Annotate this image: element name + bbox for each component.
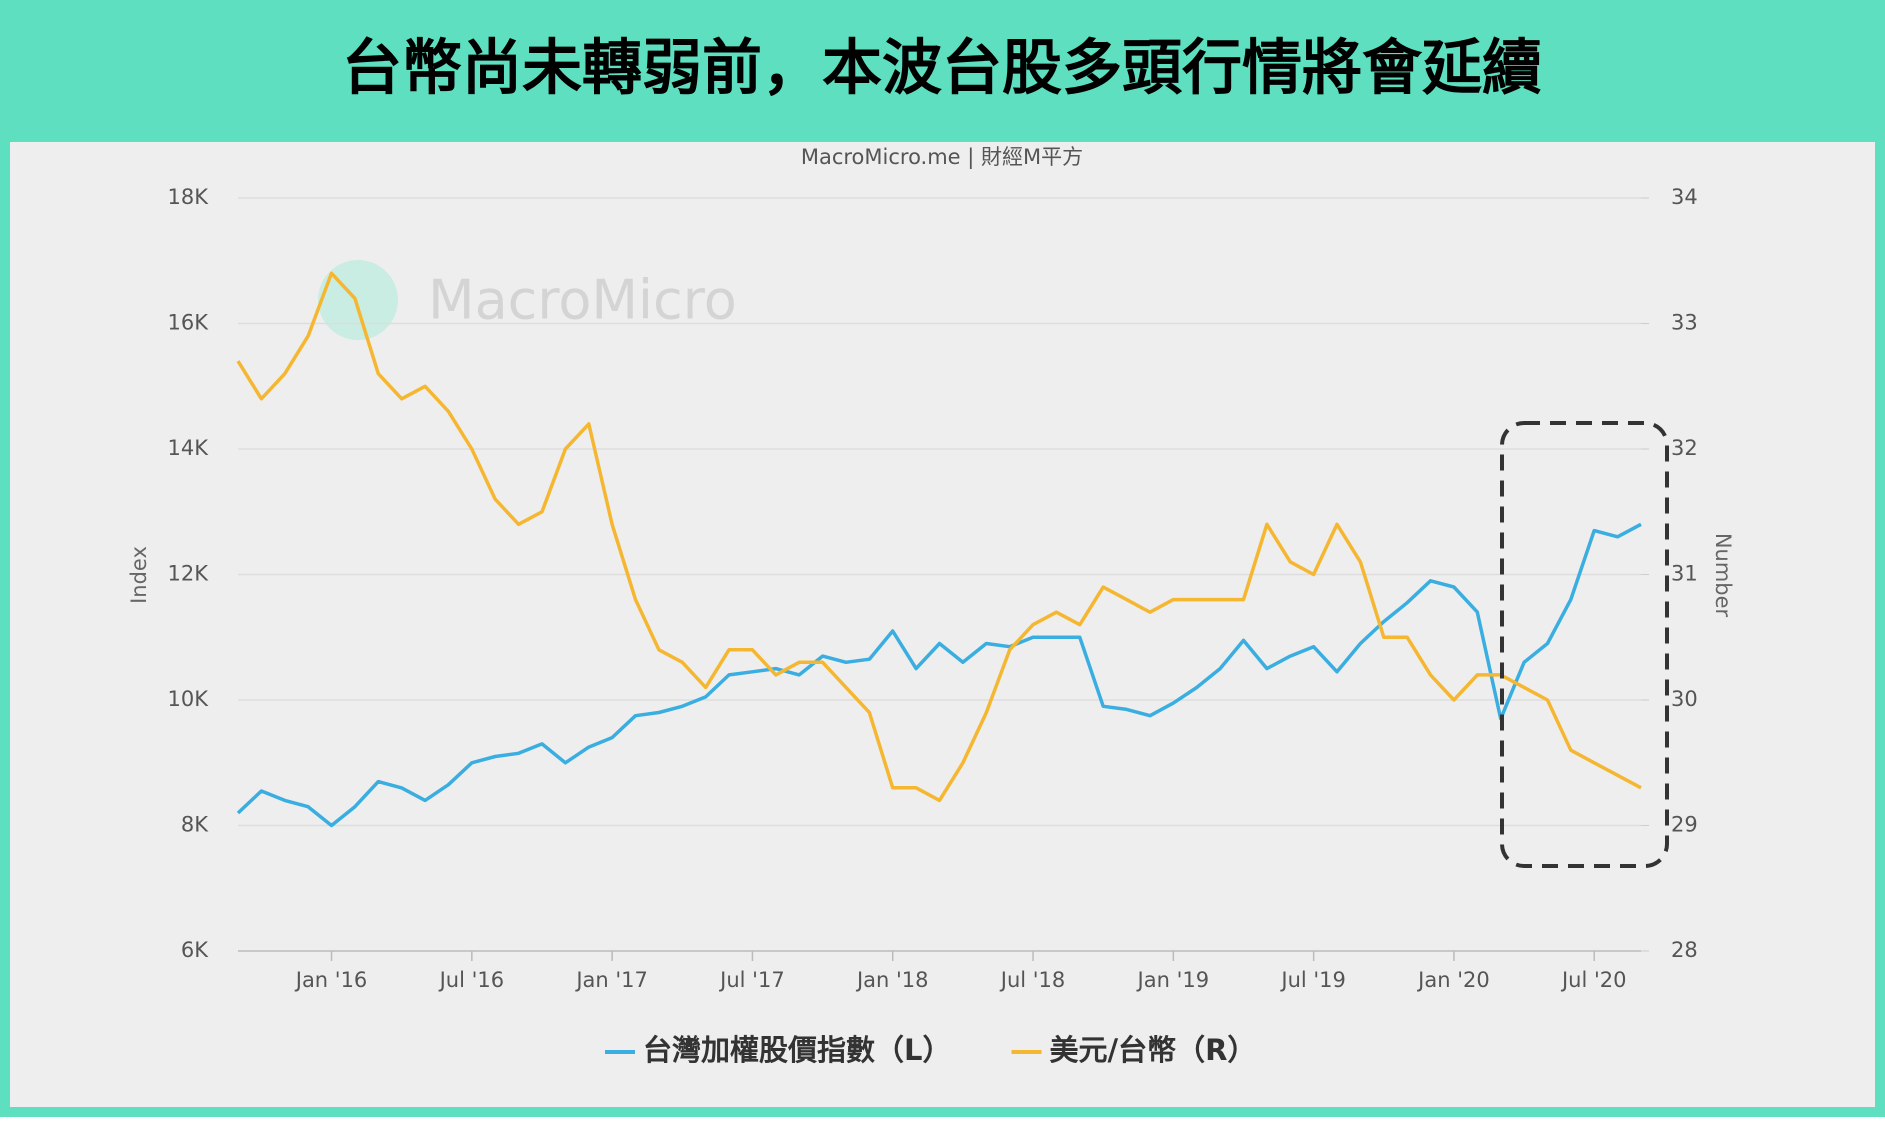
x-tick-label: Jul '16	[438, 968, 505, 992]
y-tick-label: 8K	[181, 813, 209, 837]
x-tick-label: Jan '17	[574, 968, 648, 992]
y-tick-label: 10K	[168, 687, 210, 711]
y-tick-label: 14K	[168, 436, 210, 460]
legend-label: 台灣加權股價指數（L）	[643, 1033, 951, 1067]
data-line	[236, 271, 1642, 803]
x-tick-label: Jul '19	[1279, 968, 1346, 992]
data-line	[236, 522, 1642, 828]
highlight-box	[1500, 421, 1669, 868]
x-tick-label: Jan '16	[294, 968, 368, 992]
chart-subtitle: MacroMicro.me | 財經M平方	[801, 145, 1083, 170]
y2-tick-label: 29	[1671, 813, 1698, 837]
y-axis-title: Index	[127, 546, 151, 604]
plot-background	[10, 142, 1875, 1107]
watermark: MacroMicro	[428, 269, 737, 332]
x-tick-label: Jul '20	[1560, 968, 1627, 992]
y-tick-label: 16K	[168, 311, 210, 335]
y2-tick-label: 28	[1671, 938, 1698, 962]
watermark-logo	[318, 260, 398, 340]
plot: 6K 8K 10K 12K 14K 16K 18K 28 29 30 31 32 33 34 Jan '16…	[168, 185, 1698, 1067]
legend-label: 美元/台幣（R）	[1049, 1033, 1256, 1067]
y2-tick-label: 31	[1671, 562, 1698, 586]
x-tick-label: Jul '17	[718, 968, 785, 992]
chart-title: 台幣尚未轉弱前，本波台股多頭行情將會延續	[342, 34, 1542, 104]
y2-tick-label: 32	[1671, 436, 1698, 460]
y-tick-label: 12K	[168, 562, 210, 586]
x-tick-label: Jan '18	[855, 968, 929, 992]
y2-axis-title: Number	[1711, 533, 1735, 618]
y-tick-label: 18K	[168, 185, 210, 209]
x-tick-label: Jul '18	[999, 968, 1066, 992]
x-tick-label: Jan '20	[1416, 968, 1490, 992]
x-tick-label: Jan '19	[1136, 968, 1210, 992]
y2-tick-label: 34	[1671, 185, 1698, 209]
y2-tick-label: 30	[1671, 687, 1698, 711]
y2-tick-label: 33	[1671, 311, 1698, 335]
y-tick-label: 6K	[181, 938, 209, 962]
